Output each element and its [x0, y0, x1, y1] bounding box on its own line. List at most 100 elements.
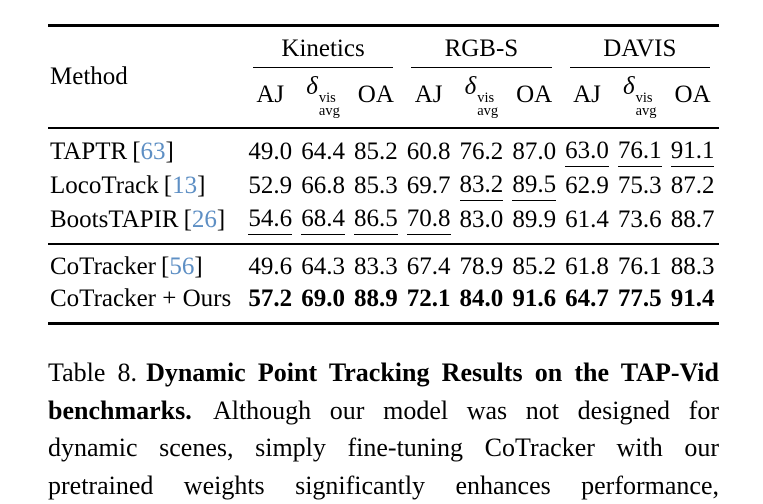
metric-value-cell: 54.6: [244, 203, 297, 244]
caption-title: Dynamic Point Tracking Results on the TA…: [48, 358, 719, 425]
metric-value-cell: 78.9: [455, 243, 508, 283]
metric-value-cell: 69.0: [301, 285, 345, 312]
table-row-cotracker: CoTracker [56] 49.6 64.3 83.3 67.4 78.9 8…: [48, 243, 719, 283]
group-header-davis: DAVIS: [561, 26, 719, 68]
col-header-delta-davis: δ vis avg: [613, 68, 666, 128]
bracket-open: [: [183, 206, 192, 233]
metric-value-cell: 66.8: [301, 172, 345, 199]
metric-value-cell: 69.7: [406, 172, 451, 199]
delta-superscript: vis: [477, 90, 495, 106]
col-header-oa-rgbs: OA: [516, 81, 553, 108]
metric-value-cell: 63.0: [560, 127, 614, 169]
metric-value-cell: 85.2: [349, 127, 403, 169]
col-header-aj-davis: AJ: [573, 81, 601, 108]
citation-link[interactable]: [56]: [161, 253, 203, 280]
method-cell: TAPTR [63]: [48, 127, 244, 169]
group-header-kinetics: Kinetics: [244, 26, 402, 68]
delta-superscript: vis: [318, 90, 336, 106]
group-header-rgbs-label: RGB-S: [411, 34, 552, 68]
table-caption: Table 8. Dynamic Point Tracking Results o…: [48, 354, 719, 504]
table-header: Method Kinetics RGB-S DAVIS AJ δ vis avg O…: [48, 26, 719, 129]
metric-value-cell: 83.0: [459, 206, 504, 233]
col-header-method: Method: [50, 63, 128, 90]
metric-value-cell: 87.2: [670, 172, 715, 199]
metric-value-cell: 70.8: [402, 203, 455, 244]
method-cell: CoTracker [56]: [48, 243, 244, 283]
table-row-cotracker-ours: CoTracker + Ours 57.2 69.0 88.9 72.1 84.…: [48, 283, 719, 324]
delta-subscript: avg: [477, 103, 499, 119]
col-header-aj-kinetics: AJ: [256, 81, 285, 108]
method-cell: LocoTrack [13]: [48, 169, 244, 203]
metric-value-cell: 89.9: [512, 206, 557, 233]
delta-subscript: avg: [318, 103, 340, 119]
metric-value-cell: 49.6: [243, 243, 297, 283]
table-row-taptr: TAPTR [63] 49.0 64.4 85.2 60.8 76.2 87.0 …: [48, 127, 719, 169]
caption-body: Although our model was not designed for …: [48, 395, 719, 500]
bracket-close: ]: [197, 172, 206, 199]
col-header-aj-rgbs: AJ: [414, 81, 443, 108]
col-header-delta-rgbs: δ vis avg: [455, 68, 508, 128]
citation-link[interactable]: [63]: [132, 138, 174, 165]
citation-link[interactable]: [13]: [164, 172, 206, 199]
metric-value-cell: 64.7: [565, 285, 609, 312]
caption-label: Table 8.: [48, 358, 138, 387]
metric-value-cell: 49.0: [243, 127, 297, 169]
metric-value-cell: 57.2: [248, 285, 293, 312]
metric-value-cell: 77.5: [617, 285, 662, 312]
table-row-locotrack: LocoTrack [13] 52.9 66.8 85.3 69.7 83.2 8…: [48, 169, 719, 203]
metric-value-cell: 75.3: [617, 172, 662, 199]
metric-value-cell: 85.3: [353, 172, 398, 199]
table-section-baselines: TAPTR [63] 49.0 64.4 85.2 60.8 76.2 87.0 …: [48, 127, 719, 244]
citation-number: 56: [169, 253, 195, 280]
results-table: Method Kinetics RGB-S DAVIS AJ δ vis avg O…: [48, 24, 719, 325]
bracket-close: ]: [194, 253, 203, 280]
metric-value-cell: 61.4: [565, 206, 609, 233]
delta-symbol: δ: [464, 73, 477, 100]
metric-value-cell: 88.9: [353, 285, 398, 312]
citation-number: 13: [172, 172, 198, 199]
method-name: CoTracker: [50, 253, 157, 280]
header-group-row: Method Kinetics RGB-S DAVIS: [48, 26, 719, 90]
col-header-oa-davis: OA: [674, 81, 711, 108]
group-header-davis-label: DAVIS: [569, 34, 710, 68]
table-row-bootstapir: BootsTAPIR [26] 54.6 68.4 86.5 70.8 83.0 …: [48, 203, 719, 244]
citation-number: 63: [140, 138, 166, 165]
delta-subscript: avg: [635, 103, 657, 119]
bracket-open: [: [161, 253, 170, 280]
bracket-open: [: [163, 172, 173, 199]
metric-value-cell: 91.4: [670, 285, 715, 312]
metric-value-cell: 60.8: [402, 127, 456, 169]
metric-value-cell: 52.9: [248, 172, 293, 199]
method-name: BootsTAPIR: [50, 206, 179, 233]
bracket-close: ]: [165, 138, 174, 165]
metric-value-cell: 76.2: [455, 127, 508, 169]
metric-value-cell: 67.4: [402, 243, 456, 283]
metric-value-cell: 88.3: [666, 243, 719, 283]
metric-value-cell: 72.1: [406, 285, 451, 312]
citation-number: 26: [191, 206, 217, 233]
method-cell: BootsTAPIR [26]: [48, 203, 244, 244]
header-metric-row: AJ δ vis avg OA AJ δ vis avg OA AJ δ vis avg O…: [48, 68, 719, 128]
delta-scripts: vis avg: [477, 90, 499, 119]
method-name: CoTracker + Ours: [50, 285, 232, 312]
metric-value-cell: 76.1: [613, 127, 667, 169]
method-name: LocoTrack: [50, 172, 159, 199]
metric-value-cell: 91.1: [666, 127, 719, 169]
metric-value-cell: 64.4: [296, 127, 350, 169]
metric-value-cell: 64.3: [296, 243, 350, 283]
method-cell: CoTracker + Ours: [48, 283, 244, 324]
bracket-close: ]: [216, 206, 226, 233]
metric-value-cell: 85.2: [507, 243, 561, 283]
table-section-cotracker: CoTracker [56] 49.6 64.3 83.3 67.4 78.9 8…: [48, 243, 719, 324]
citation-link[interactable]: [26]: [184, 206, 226, 233]
metric-value-cell: 91.6: [512, 285, 557, 312]
delta-symbol: δ: [306, 73, 318, 100]
metric-value-cell: 62.9: [565, 172, 609, 199]
metric-value-cell: 83.3: [349, 243, 403, 283]
method-name: TAPTR: [50, 138, 128, 165]
metric-value-cell: 83.2: [455, 169, 508, 203]
metric-value-cell: 73.6: [617, 206, 662, 233]
metric-value-cell: 76.1: [613, 243, 667, 283]
group-header-rgbs: RGB-S: [402, 26, 560, 68]
